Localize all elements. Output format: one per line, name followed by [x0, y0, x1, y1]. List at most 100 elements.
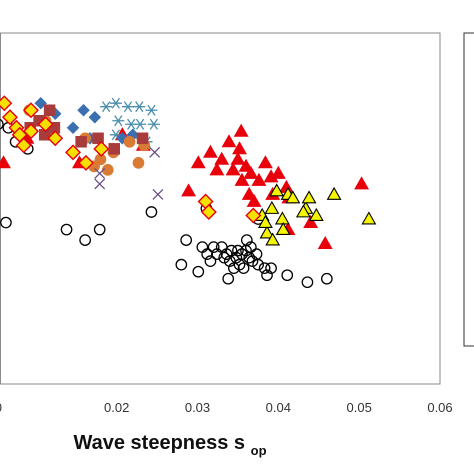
data-point-diamond-yellow-9 — [77, 154, 94, 171]
data-point-circle-open-9 — [204, 255, 217, 267]
data-point-triangle-filled-12 — [230, 151, 246, 165]
data-point-circle-open-13 — [218, 251, 231, 264]
data-point-circle-open-30 — [258, 262, 271, 275]
data-point-circle-open-44 — [0, 118, 4, 130]
data-point-diamond-yellow-4 — [15, 137, 32, 154]
data-point-circle-open-35 — [320, 272, 333, 285]
data-point-diamond-filled-3 — [66, 121, 80, 135]
data-point-circle-open-19 — [232, 244, 244, 257]
data-point-circle-open-24 — [240, 234, 253, 246]
data-point-star-4 — [145, 104, 158, 116]
data-point-circle-open-4 — [145, 206, 158, 218]
data-point-x-2 — [149, 146, 161, 158]
data-point-triangle-filled-0 — [0, 155, 11, 169]
x-tick-label-0: 0 — [0, 400, 2, 415]
data-point-square-filled-8 — [43, 104, 56, 116]
data-point-circle-open-8 — [201, 248, 214, 260]
data-point-triangle-yellow-12 — [264, 200, 280, 214]
data-point-triangle-yellow-0 — [269, 183, 285, 197]
data-point-triangle-yellow-10 — [265, 232, 281, 246]
data-point-triangle-filled-17 — [257, 155, 273, 169]
data-point-circle-filled-5 — [123, 135, 136, 148]
data-point-diamond-yellow-8 — [65, 144, 82, 161]
data-point-circle-open-31 — [261, 269, 273, 282]
data-point-circle-open-3 — [93, 223, 106, 236]
data-point-star-3 — [133, 101, 146, 113]
data-point-x-0 — [94, 167, 106, 179]
data-point-diamond-filled-1 — [77, 103, 90, 117]
data-point-diamond-yellow-7 — [47, 130, 64, 147]
data-point-triangle-filled-25 — [246, 193, 262, 207]
data-point-circle-open-33 — [281, 269, 294, 282]
x-axis-ticks: 0.02 0.03 0.04 0.05 0.06 — [104, 400, 453, 415]
data-point-circle-open-20 — [233, 258, 246, 271]
data-point-triangle-yellow-15 — [295, 204, 311, 218]
data-point-triangle-yellow-3 — [274, 211, 290, 225]
x-axis-title-main: Wave steepness s — [73, 432, 245, 454]
x-tick-label: 0.03 — [185, 400, 210, 415]
data-point-diamond-filled-2 — [88, 110, 102, 124]
data-point-x-1 — [94, 178, 106, 190]
data-point-x-3 — [152, 189, 164, 200]
data-point-star-7 — [134, 118, 147, 130]
data-point-diamond-yellow-10 — [93, 140, 110, 157]
x-tick-label: 0.06 — [427, 400, 452, 415]
data-point-triangle-filled-22 — [317, 235, 333, 250]
data-point-circle-open-0 — [0, 216, 12, 229]
data-point-circle-open-10 — [207, 241, 220, 253]
data-point-circle-open-37 — [180, 234, 193, 246]
data-point-diamond-yellow-12 — [200, 204, 217, 220]
data-point-triangle-filled-9 — [214, 151, 230, 165]
data-point-triangle-yellow-11 — [275, 221, 291, 235]
data-point-circle-filled-6 — [132, 157, 145, 169]
data-point-circle-open-36 — [222, 272, 235, 285]
data-point-triangle-yellow-5 — [308, 207, 324, 221]
data-point-triangle-filled-7 — [202, 144, 218, 158]
data-point-triangle-filled-5 — [181, 183, 197, 197]
data-point-triangle-filled-24 — [232, 141, 247, 155]
data-point-triangle-filled-19 — [270, 165, 286, 179]
data-point-triangle-filled-15 — [243, 165, 259, 179]
data-point-triangle-filled-8 — [209, 162, 225, 176]
data-point-star-2 — [121, 101, 134, 113]
data-point-triangle-filled-30 — [241, 186, 257, 200]
data-point-diamond-yellow-1 — [1, 109, 18, 126]
x-tick-label: 0.02 — [104, 400, 129, 415]
legend-box — [463, 32, 474, 347]
data-point-diamond-yellow-14 — [22, 102, 39, 119]
data-point-triangle-yellow-9 — [259, 225, 275, 239]
data-point-circle-open-12 — [215, 241, 228, 253]
data-point-circle-open-32 — [265, 262, 277, 275]
data-point-circle-open-27 — [246, 255, 259, 267]
data-point-circle-open-29 — [252, 258, 264, 271]
data-point-triangle-filled-6 — [190, 155, 206, 169]
data-point-star-5 — [112, 115, 125, 127]
data-point-diamond-filled-0 — [34, 96, 48, 110]
data-point-diamond-yellow-5 — [22, 123, 39, 140]
data-point-diamond-yellow-0 — [0, 95, 13, 112]
data-point-circle-open-26 — [245, 241, 257, 253]
data-point-triangle-filled-14 — [238, 158, 254, 172]
x-axis-title-subscript: op — [251, 443, 267, 458]
data-point-triangle-yellow-6 — [285, 190, 301, 204]
data-point-triangle-filled-21 — [303, 214, 319, 228]
plot-area-frame — [0, 32, 441, 385]
data-point-square-filled-7 — [136, 132, 149, 145]
data-point-triangle-filled-23 — [354, 176, 370, 190]
data-point-square-filled-4 — [75, 136, 87, 148]
data-point-diamond-yellow-13 — [245, 207, 262, 224]
data-point-circle-open-18 — [230, 251, 243, 264]
data-point-star-8 — [147, 118, 160, 130]
data-point-triangle-yellow-8 — [361, 211, 377, 225]
data-point-triangle-filled-16 — [251, 172, 267, 186]
data-point-circle-open-1 — [60, 223, 73, 236]
data-point-circle-open-22 — [237, 262, 250, 275]
data-point-circle-open-2 — [79, 234, 91, 246]
data-point-circle-open-34 — [301, 276, 314, 289]
data-point-star-1 — [109, 97, 122, 109]
data-point-star-0 — [100, 101, 113, 113]
data-marks — [0, 95, 377, 289]
data-point-triangle-filled-10 — [221, 134, 237, 148]
data-point-triangle-yellow-14 — [301, 190, 317, 204]
